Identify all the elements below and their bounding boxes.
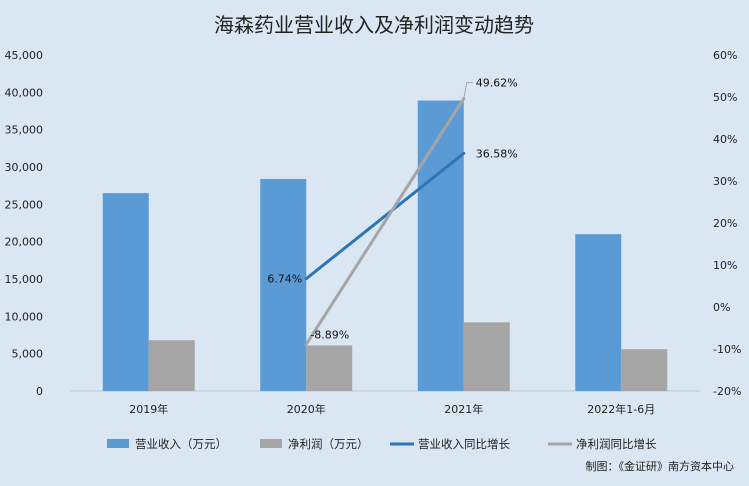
right-tick-label: 0% xyxy=(713,301,730,314)
footer-credit: 制图：《金证研》南方资本中心 xyxy=(586,459,735,473)
data-label: 49.62% xyxy=(476,77,518,90)
legend-label: 净利润同比增长 xyxy=(576,437,657,451)
bar-series xyxy=(102,100,668,392)
bar xyxy=(575,234,622,391)
bar xyxy=(621,349,668,391)
line-series: 6.74% 36.58% -8.89% 49.62% xyxy=(267,77,518,346)
series-line xyxy=(304,97,466,346)
left-tick-label: 45,000 xyxy=(5,49,44,62)
right-tick-label: 10% xyxy=(713,259,737,272)
data-label: -8.89% xyxy=(310,328,349,341)
bar xyxy=(306,345,353,391)
left-tick-label: 20,000 xyxy=(5,236,44,249)
category-label: 2022年1-6月 xyxy=(587,402,655,416)
legend-label: 营业收入同比增长 xyxy=(418,437,510,451)
left-tick-label: 25,000 xyxy=(5,198,44,211)
bar xyxy=(148,340,195,391)
left-tick-label: 10,000 xyxy=(5,310,44,323)
bar xyxy=(260,178,307,391)
legend-label: 营业收入（万元） xyxy=(135,437,227,451)
legend: 营业收入（万元） 净利润（万元） 营业收入同比增长 净利润同比增长 xyxy=(107,437,657,451)
right-tick-label: 50% xyxy=(713,91,737,104)
right-tick-label: 60% xyxy=(713,49,737,62)
category-label: 2020年 xyxy=(287,402,326,416)
bar xyxy=(417,100,464,392)
left-axis-ticks: 0 5,000 10,000 15,000 20,000 25,000 30,000 35,0… xyxy=(5,49,44,398)
legend-swatch xyxy=(107,439,129,448)
legend-swatch xyxy=(260,439,282,448)
series-line xyxy=(304,151,466,281)
right-tick-label: 30% xyxy=(713,175,737,188)
data-label: 36.58% xyxy=(476,147,518,160)
left-tick-label: 15,000 xyxy=(5,273,44,286)
legend-label: 净利润（万元） xyxy=(288,437,369,451)
right-tick-label: 40% xyxy=(713,133,737,146)
left-tick-label: 30,000 xyxy=(5,161,44,174)
bar xyxy=(463,322,510,391)
data-label: 6.74% xyxy=(267,273,302,286)
chart-title: 海森药业营业收入及净利润变动趋势 xyxy=(214,13,534,37)
right-axis-ticks: -20% -10% 0% 10% 20% 30% 40% 50% 60% xyxy=(713,49,741,398)
right-tick-label: -20% xyxy=(713,385,741,398)
right-tick-label: 20% xyxy=(713,217,737,230)
right-tick-label: -10% xyxy=(713,343,741,356)
left-tick-label: 5,000 xyxy=(12,348,44,361)
bar xyxy=(102,193,149,391)
leader-line xyxy=(463,82,473,99)
category-labels: 2019年 2020年 2021年 2022年1-6月 xyxy=(129,402,655,416)
category-label: 2019年 xyxy=(129,402,168,416)
left-tick-label: 0 xyxy=(36,385,43,398)
category-label: 2021年 xyxy=(444,402,483,416)
left-tick-label: 40,000 xyxy=(5,86,44,99)
left-tick-label: 35,000 xyxy=(5,124,44,137)
